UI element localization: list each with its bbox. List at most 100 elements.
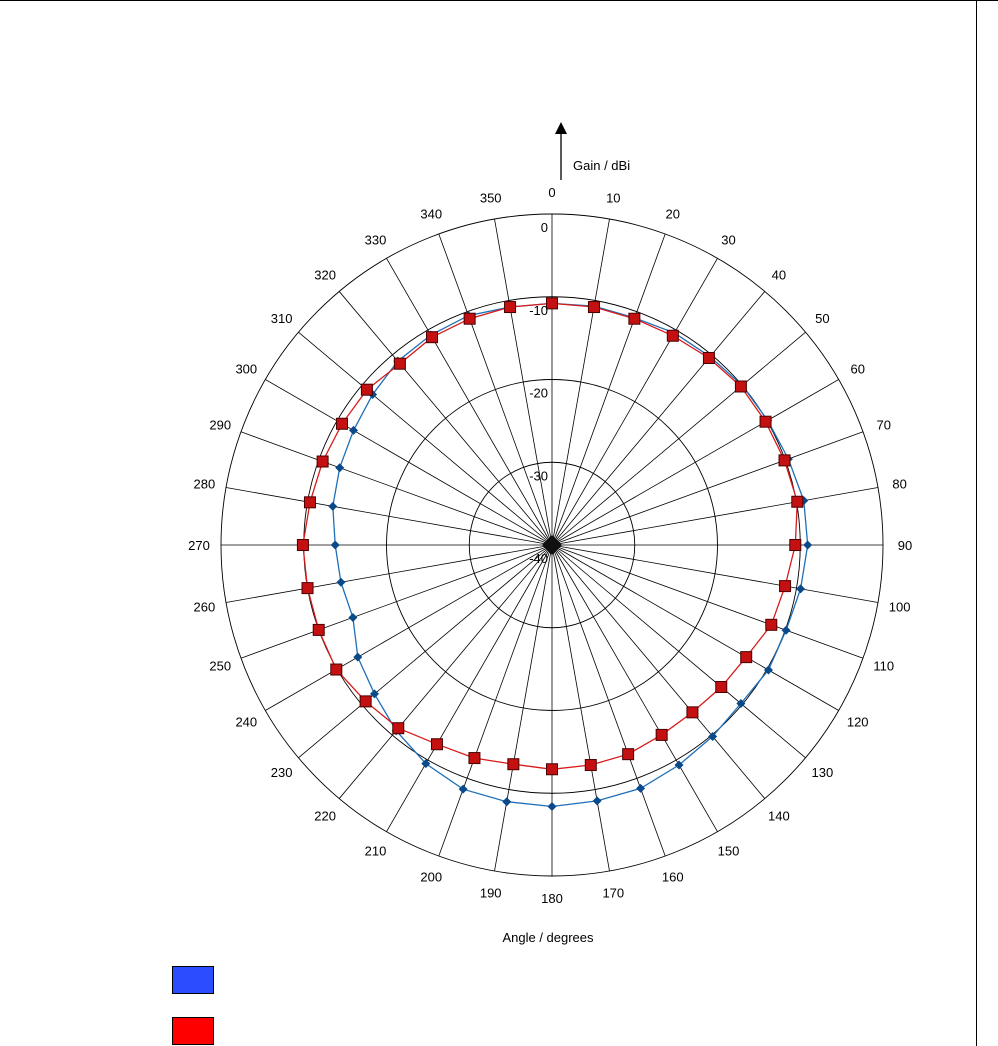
grid-spoke [240, 431, 553, 546]
data-point-red [330, 663, 343, 676]
grid-spoke [438, 544, 553, 857]
data-point-blue [348, 425, 358, 435]
data-point-red [504, 301, 517, 314]
angle-tick-label: 210 [365, 844, 387, 859]
grid-spoke [265, 544, 553, 711]
right-border [976, 0, 977, 1046]
data-point-blue [370, 689, 380, 699]
data-point-red [778, 454, 791, 467]
grid-spoke [551, 544, 766, 799]
data-point-red [463, 312, 476, 325]
grid-spoke [494, 544, 553, 872]
legend-swatch-blue [172, 966, 214, 994]
angle-tick-label: 190 [480, 886, 502, 901]
angle-tick-label: 340 [420, 206, 442, 221]
grid-spoke [551, 544, 666, 857]
angle-tick-label: 230 [271, 765, 293, 780]
grid-spoke [551, 379, 839, 546]
gain-axis-arrow [555, 122, 567, 180]
x-axis-label: Angle / degrees [502, 930, 594, 945]
angle-tick-label: 100 [889, 599, 911, 614]
data-point-red [759, 415, 772, 428]
data-point-blue [796, 584, 806, 594]
grid-spoke [551, 331, 806, 546]
angle-tick-label: 300 [235, 362, 257, 377]
data-point-red [655, 728, 668, 741]
data-point-blue [348, 612, 358, 622]
angle-tick-label: 130 [812, 765, 834, 780]
radial-tick-label: -30 [529, 468, 548, 483]
angle-tick-label: 260 [194, 599, 216, 614]
angle-tick-label: 110 [873, 659, 894, 674]
grid-spoke [438, 233, 553, 546]
grid-spoke [551, 233, 666, 546]
data-point-red [628, 312, 641, 325]
grid-spoke [551, 544, 879, 603]
grid-spoke [551, 291, 766, 546]
data-point-red [312, 623, 325, 636]
data-point-red [393, 357, 406, 370]
data-point-blue [353, 652, 363, 662]
data-point-red [587, 301, 600, 314]
label-layer: 0 10 20 30 40 50 60 70 80 90 100 110 120 130 140 150 160… [188, 185, 912, 906]
data-point-red [779, 580, 792, 593]
data-point-blue [328, 501, 338, 511]
angle-tick-label: 170 [602, 886, 624, 901]
grid-spoke [338, 291, 553, 546]
y-axis-label: Gain / dBi [573, 158, 630, 173]
data-point-red [303, 496, 316, 509]
data-point-red [507, 758, 520, 771]
grid-spoke [386, 258, 553, 546]
polar-grid [220, 213, 884, 877]
angle-tick-label: 250 [209, 659, 231, 674]
data-point-blue [547, 801, 557, 811]
grid-spoke [551, 487, 879, 546]
data-point-blue [736, 699, 746, 709]
data-point-red [765, 618, 778, 631]
data-point-red [316, 455, 329, 468]
angle-tick-label: 120 [847, 715, 869, 730]
grid-spoke [298, 331, 553, 546]
angle-tick-label: 20 [665, 206, 679, 221]
grid-spoke [225, 544, 553, 603]
data-point-blue [330, 540, 340, 550]
legend-swatch-red [172, 1017, 214, 1045]
angle-tick-label: 280 [194, 477, 216, 492]
grid-spoke [551, 218, 610, 546]
data-point-red [336, 417, 349, 430]
data-point-blue [674, 760, 684, 770]
center-marker [542, 535, 562, 555]
angle-tick-label: 90 [898, 538, 912, 553]
radial-tick-label: 0 [541, 220, 548, 235]
data-point-red [789, 539, 802, 551]
grid-spoke [551, 544, 610, 872]
angle-tick-label: 330 [365, 232, 387, 247]
angle-tick-label: 290 [209, 417, 231, 432]
data-point-red [734, 380, 747, 393]
angle-tick-label: 60 [850, 362, 864, 377]
grid-spoke [551, 258, 718, 546]
data-point-blue [458, 784, 468, 794]
grid-spoke [225, 487, 553, 546]
top-border [0, 0, 998, 1]
data-point-blue [636, 783, 646, 793]
grid-spoke [551, 431, 864, 546]
angle-tick-label: 310 [271, 311, 293, 326]
angle-tick-label: 160 [662, 870, 684, 885]
radial-tick-label: -40 [529, 551, 548, 566]
angle-tick-label: 320 [314, 268, 336, 283]
data-point-red [359, 695, 372, 708]
angle-tick-label: 50 [815, 311, 829, 326]
data-point-red [301, 582, 314, 595]
data-point-red [702, 351, 715, 364]
data-point-red [430, 738, 443, 751]
angle-tick-label: 140 [768, 808, 790, 823]
data-point-red [791, 495, 804, 508]
data-point-red [360, 383, 373, 396]
data-point-blue [592, 796, 602, 806]
data-point-blue [781, 625, 791, 635]
angle-tick-label: 240 [235, 715, 257, 730]
grid-spoke [551, 544, 806, 759]
grid-spoke [551, 544, 864, 659]
data-point-red [546, 297, 558, 310]
